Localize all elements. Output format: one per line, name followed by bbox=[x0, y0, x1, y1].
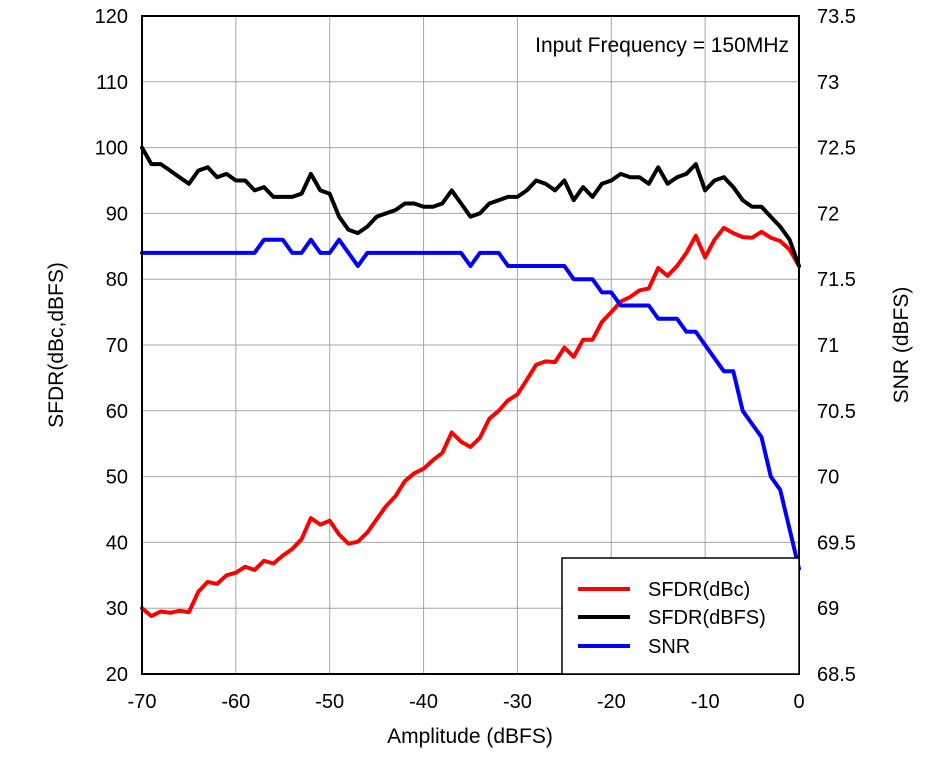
y-tick-label: 120 bbox=[95, 6, 128, 28]
y2-tick-label: 70 bbox=[817, 467, 839, 489]
y-tick-label: 60 bbox=[106, 401, 128, 423]
series-layer bbox=[140, 145, 801, 619]
y2-tick-label: 72.5 bbox=[817, 138, 856, 160]
y2-tick-label: 71.5 bbox=[817, 269, 856, 291]
x-tick-label: -70 bbox=[128, 691, 157, 713]
series-line-sfdr-dbfs bbox=[140, 145, 801, 268]
x-tick-label: -30 bbox=[503, 691, 532, 713]
series-line-sfdr-dbc bbox=[140, 225, 801, 619]
x-tick-label: 0 bbox=[793, 691, 804, 713]
plot-frame bbox=[141, 15, 800, 675]
y-tick-label: 50 bbox=[106, 467, 128, 489]
y2-tick-label: 69 bbox=[817, 598, 839, 620]
y-tick-label: 100 bbox=[95, 138, 128, 160]
x-tick-label: -50 bbox=[315, 691, 344, 713]
y-tick-label: 30 bbox=[106, 598, 128, 620]
annotation: Input Frequency = 150MHz bbox=[535, 34, 789, 57]
y-tick-label: 80 bbox=[106, 269, 128, 291]
y-tick-label: 90 bbox=[106, 203, 128, 225]
y2-tick-label: 73 bbox=[817, 72, 839, 94]
y-tick-label: 110 bbox=[96, 72, 128, 94]
legend-label-sfdr-dbfs: SFDR(dBFS) bbox=[648, 607, 766, 629]
x-tick-label: -10 bbox=[691, 691, 720, 713]
y2-tick-label: 72 bbox=[817, 203, 839, 225]
x-tick-label: -60 bbox=[221, 691, 250, 713]
y-tick-label: 40 bbox=[106, 532, 128, 554]
series-line-snr bbox=[140, 237, 801, 571]
legend-label-sfdr-dbc: SFDR(dBc) bbox=[648, 579, 750, 601]
y2-tick-label: 71 bbox=[817, 335, 839, 357]
x-tick-label: -40 bbox=[409, 691, 438, 713]
y2-tick-label: 70.5 bbox=[817, 401, 856, 423]
x-axis-title: Amplitude (dBFS) bbox=[387, 725, 553, 748]
y-axis-title: SFDR(dBc,dBFS) bbox=[45, 262, 68, 428]
y-tick-label: 70 bbox=[106, 335, 128, 357]
x-tick-label: -20 bbox=[597, 691, 626, 713]
ticks: -70 -60 -50 -40 -30 -20 -10 0 20 30 40 50 60 70 80 90 10… bbox=[95, 6, 856, 713]
legend: SFDR(dBc) SFDR(dBFS) SNR bbox=[561, 557, 800, 675]
grid bbox=[142, 16, 799, 674]
y2-tick-label: 68.5 bbox=[817, 664, 856, 686]
legend-label-snr: SNR bbox=[648, 636, 690, 658]
y-tick-label: 20 bbox=[106, 664, 128, 686]
y2-tick-label: 69.5 bbox=[817, 532, 856, 554]
y2-tick-label: 73.5 bbox=[817, 6, 856, 28]
y2-axis-title: SNR (dBFS) bbox=[890, 287, 913, 404]
